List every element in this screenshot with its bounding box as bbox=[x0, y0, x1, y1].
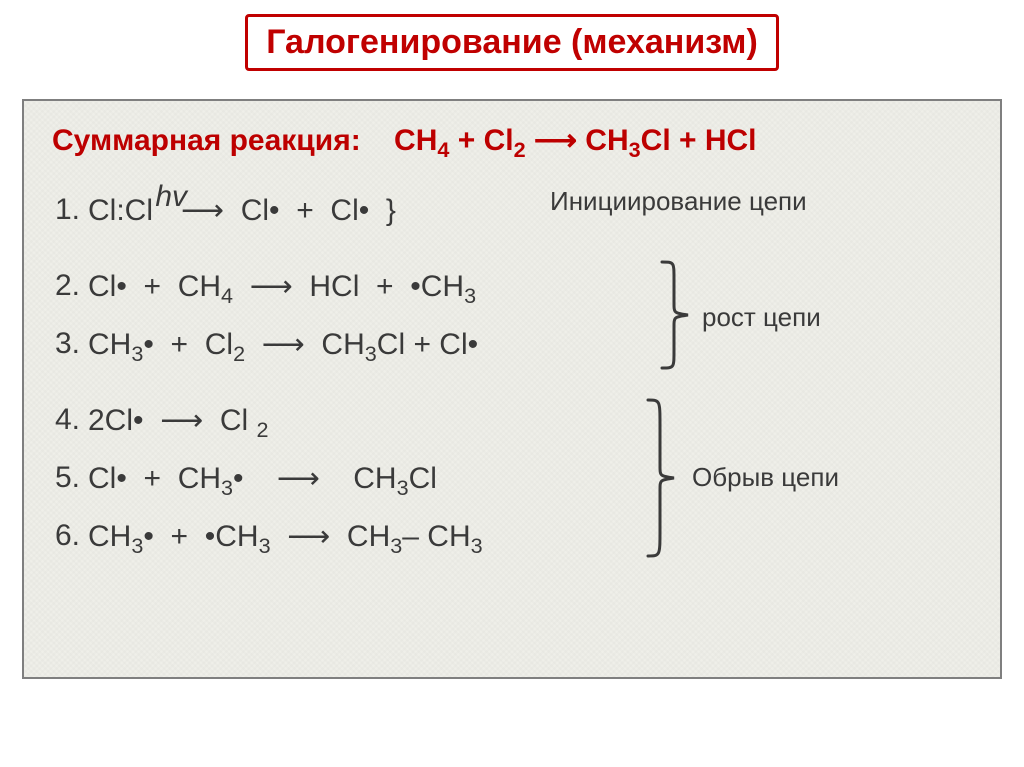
step-equation: Cl• + CH4 ⟶ HCl + •CH3 bbox=[88, 269, 476, 304]
step-equation: CH3• + Cl2 ⟶ CH3Cl + Cl• bbox=[88, 327, 478, 362]
slide: Галогенирование (механизм) Суммарная реа… bbox=[0, 0, 1024, 767]
step-equation: Cl:Cl hv⟶ Cl• + Cl• } bbox=[88, 193, 396, 228]
step-equation: Cl• + CH3• ⟶ CH3Cl bbox=[88, 461, 437, 496]
group-brace bbox=[646, 398, 676, 558]
summary-label: Суммарная реакция: bbox=[52, 124, 361, 157]
step-row: 4.2Cl• ⟶ Cl 2 bbox=[52, 394, 972, 446]
steps-list: 1.Cl:Cl hv⟶ Cl• + Cl• } 2.Cl• + CH4 ⟶ HCl… bbox=[52, 184, 972, 562]
step-number: 1. bbox=[52, 193, 80, 227]
content-panel: Суммарная реакция: CH4 + Cl2 ⟶ CH3Cl + H… bbox=[22, 99, 1002, 679]
step-number: 5. bbox=[52, 461, 80, 495]
summary-equation: CH4 + Cl2 ⟶ CH3Cl + HCl bbox=[394, 124, 756, 157]
step-equation: CH3• + •CH3 ⟶ CH3– CH3 bbox=[88, 519, 483, 554]
group-label: Обрыв цепи bbox=[692, 462, 839, 493]
step-equation: 2Cl• ⟶ Cl 2 bbox=[88, 403, 269, 438]
step-row: 6.CH3• + •CH3 ⟶ CH3– CH3 bbox=[52, 510, 972, 562]
step-row: 1.Cl:Cl hv⟶ Cl• + Cl• } bbox=[52, 184, 972, 236]
group-label: рост цепи bbox=[702, 302, 821, 333]
step-number: 3. bbox=[52, 327, 80, 361]
slide-title-box: Галогенирование (механизм) bbox=[245, 14, 779, 71]
slide-title: Галогенирование (механизм) bbox=[266, 23, 758, 61]
step-number: 2. bbox=[52, 269, 80, 303]
step-number: 6. bbox=[52, 519, 80, 553]
group-brace bbox=[660, 260, 690, 370]
step-number: 4. bbox=[52, 403, 80, 437]
group-label: Инициирование цепи bbox=[550, 186, 807, 217]
step-row: 2.Cl• + CH4 ⟶ HCl + •CH3 bbox=[52, 260, 972, 312]
summary-line: Суммарная реакция: CH4 + Cl2 ⟶ CH3Cl + H… bbox=[52, 123, 972, 158]
step-row: 3.CH3• + Cl2 ⟶ CH3Cl + Cl• bbox=[52, 318, 972, 370]
